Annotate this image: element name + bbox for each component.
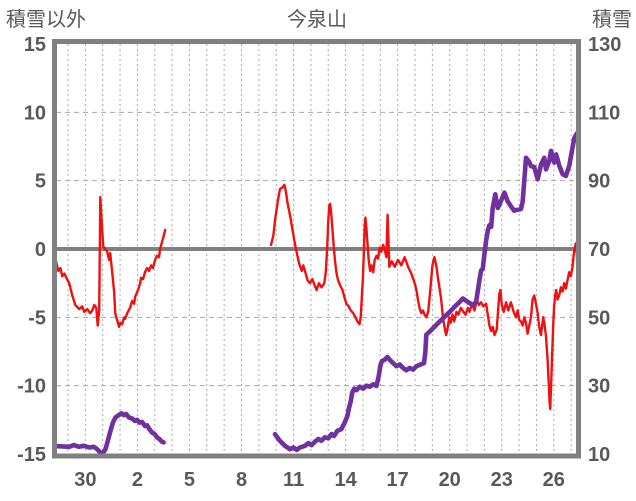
x-axis-tick-label: 5 [184, 469, 195, 491]
x-axis-tick-label: 20 [439, 469, 461, 491]
chart-title: 今泉山 [287, 8, 347, 31]
right-axis-tick-label: 30 [588, 376, 610, 398]
left-axis-tick-label: 0 [35, 239, 46, 261]
x-axis-tick-label: 30 [74, 469, 96, 491]
left-axis-tick-label: -15 [17, 444, 46, 466]
left-axis-tick-label: -10 [17, 376, 46, 398]
left-axis-tick-label: 15 [24, 34, 46, 56]
right-axis-tick-label: 50 [588, 307, 610, 329]
x-axis-tick-label: 8 [236, 469, 247, 491]
series-line-other-segment-0 [54, 195, 167, 329]
x-axis-tick-label: 17 [387, 469, 409, 491]
data-series [53, 131, 580, 457]
right-axis-title: 積雪 [592, 8, 632, 31]
x-axis-tick-label: 23 [491, 469, 513, 491]
right-axis-tick-label: 110 [588, 102, 620, 124]
right-axis-tick-label: 130 [588, 34, 621, 56]
series-line-snow-segment-1 [272, 131, 580, 453]
left-axis-tick-label: 10 [24, 102, 46, 124]
left-axis-tick-label: 5 [35, 171, 46, 193]
x-axis-tick-label: 11 [283, 469, 304, 491]
right-axis-tick-label: 90 [588, 171, 610, 193]
left-axis-title: 積雪以外 [6, 8, 86, 31]
right-axis-tick-label: 70 [588, 239, 610, 261]
x-axis-tick-label: 14 [334, 469, 357, 491]
right-axis-tick-label: 10 [588, 444, 610, 466]
series-line-snow-segment-0 [53, 410, 166, 457]
plot-area-border [52, 39, 581, 459]
left-axis-tick-label: -5 [28, 307, 46, 329]
x-axis-tick-label: 26 [543, 469, 565, 491]
series-line-other-segment-1 [269, 183, 580, 411]
x-axis-tick-label: 2 [132, 469, 143, 491]
